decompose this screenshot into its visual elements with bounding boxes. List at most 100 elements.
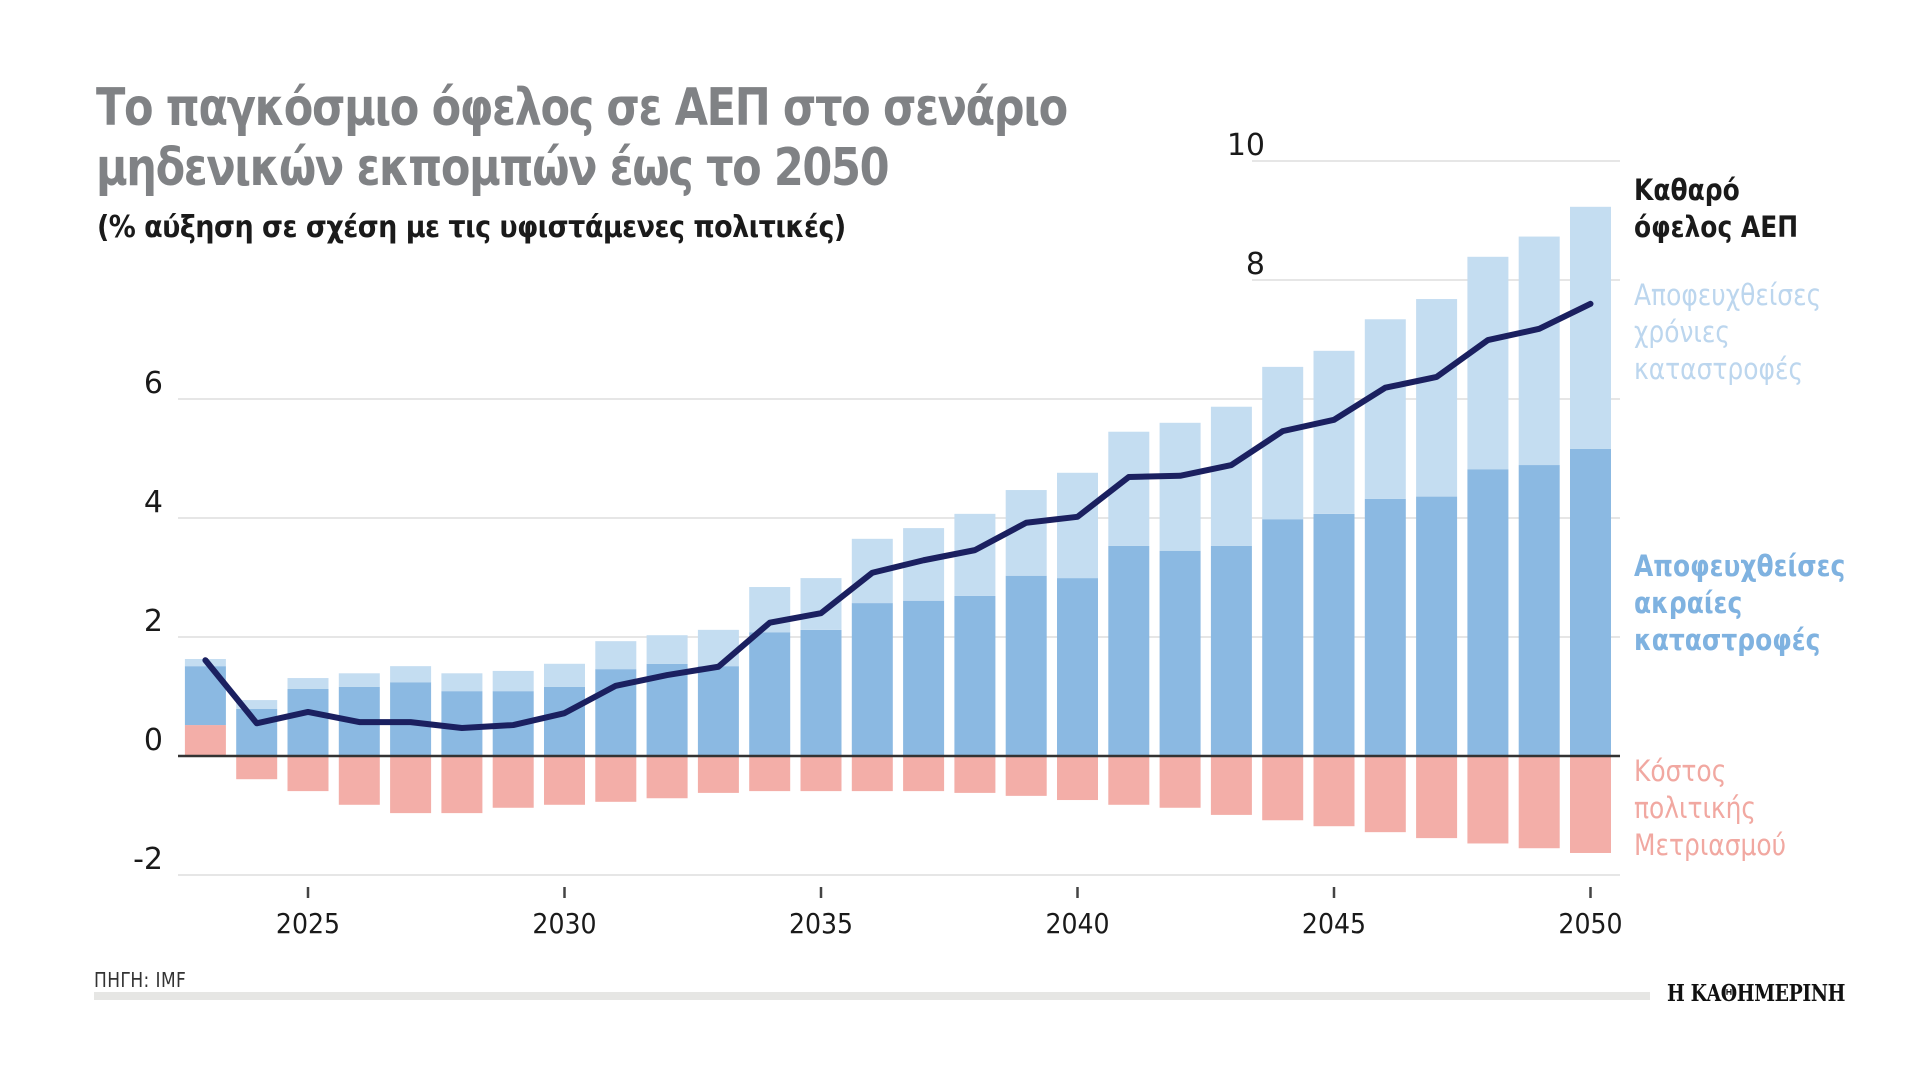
y-tick-label-0: 0 [144,723,163,758]
bars [184,206,1611,853]
bar-extreme-2048 [1467,469,1509,756]
bar-extreme-2034 [749,632,791,756]
bar-extreme-2043 [1210,545,1252,756]
legend-cost-line2: πολιτικής [1634,791,1757,825]
bar-chronic-2024 [236,700,278,709]
bar-cost-2049 [1518,756,1560,849]
legend-extreme-line1: Αποφευχθείσες [1634,549,1846,583]
x-tick-label-2030: 2030 [532,908,596,941]
bar-cost-2025 [287,756,329,792]
bar-extreme-2038 [954,595,996,756]
bar-cost-2034 [749,756,791,792]
bar-cost-2033 [697,756,739,793]
bar-cost-2039 [1005,756,1047,796]
y-tick-label--2: -2 [133,842,163,877]
x-tick-label-2025: 2025 [276,908,340,941]
bar-extreme-2035 [800,629,842,756]
bar-chronic-2042 [1159,422,1201,551]
bar-cost-2048 [1467,756,1509,844]
bar-chronic-2048 [1467,256,1509,470]
bar-chronic-2027 [390,666,432,683]
x-tick-label-2035: 2035 [789,908,853,941]
bar-extreme-2030 [544,686,585,756]
legend-avoided-chronic-damages: Αποφευχθείσες χρόνιες καταστροφές [1634,277,1821,388]
bar-extreme-2047 [1416,496,1458,756]
bar-chronic-2043 [1210,406,1252,546]
bar-cost-2027 [390,756,432,814]
source-note: ΠΗΓΗ: IMF [94,968,187,992]
bar-extreme-2044 [1262,519,1304,756]
bar-extreme-2046 [1364,498,1406,756]
bar-cost-2043 [1210,756,1252,815]
legend-chronic-line2: χρόνιες [1634,315,1730,349]
bar-cost-2045 [1313,756,1355,827]
legend-chronic-line1: Αποφευχθείσες [1634,278,1822,312]
bar-chronic-2032 [646,635,688,664]
bar-extreme-2025 [287,688,329,756]
x-tick-label-2050: 2050 [1558,908,1622,941]
chart-title-line2: μηδενικών εκπομπών έως το 2050 [96,138,890,198]
chart-title-line1: Το παγκόσμιο όφελος σε ΑΕΠ στο σενάριο [96,78,1068,138]
publisher-logo: Η ΚΑΘΗΜΕΡΙΝΗ [1667,980,1846,1007]
bar-cost-2044 [1262,756,1304,821]
legend-cost-line3: Μετριασμού [1634,828,1787,862]
bar-chronic-2047 [1416,299,1458,497]
bar-cost-2024 [236,756,278,780]
bar-cost-2046 [1364,756,1406,833]
y-tick-label-4: 4 [144,485,163,520]
bar-cost-2026 [338,756,380,805]
bar-chronic-2031 [595,641,637,670]
footer-divider [94,992,1650,1000]
bar-extreme-2036 [851,603,893,756]
bar-chronic-2026 [338,673,380,687]
legend-chronic-line3: καταστροφές [1634,352,1804,386]
legend-cost-line1: Κόστος [1634,754,1727,788]
legend-net-line2: όφελος ΑΕΠ [1634,210,1799,244]
bar-cost-2036 [851,756,893,792]
bar-cost-2030 [544,756,585,805]
legend-extreme-line2: ακραίες [1634,586,1743,620]
y-axis-labels: -2 0 2 4 6 8 10 [133,128,1265,877]
net-line-group [202,300,1594,732]
legend-mitigation-cost: Κόστος πολιτικής Μετριασμού [1634,753,1786,864]
bar-extreme-2042 [1159,550,1201,756]
bar-extreme-2024 [236,708,278,756]
y-tick-label-2: 2 [144,604,163,639]
x-tick-label-2040: 2040 [1045,908,1109,941]
legend-extreme-line3: καταστροφές [1634,623,1821,657]
bar-cost-2028 [441,756,483,814]
legend-net-gdp-benefit: Καθαρό όφελος ΑΕΠ [1634,172,1798,246]
bar-extreme-2049 [1518,465,1560,756]
bar-extreme-2041 [1108,545,1150,756]
y-tick-label-8: 8 [1246,247,1265,282]
bar-chronic-2045 [1313,350,1355,514]
bar-extreme-2037 [903,600,945,756]
bar-cost-2023 [184,725,226,756]
bar-chronic-2029 [492,670,534,692]
bar-chronic-2040 [1057,472,1098,579]
bar-cost-2035 [800,756,842,792]
bar-chronic-2030 [544,663,585,687]
net-benefit-line [202,300,1594,732]
bar-chronic-2028 [441,673,483,692]
chart-subtitle: (% αύξηση σε σχέση με τις υφιστάμενες πο… [97,210,846,245]
bar-chronic-2033 [697,629,739,667]
bar-chronic-2046 [1364,319,1406,499]
bar-cost-2040 [1057,756,1098,801]
bar-extreme-2039 [1005,575,1047,756]
bar-cost-2050 [1570,756,1611,853]
bar-extreme-2033 [697,666,739,756]
bar-extreme-2040 [1057,578,1098,756]
x-tick-label-2045: 2045 [1302,908,1366,941]
bar-cost-2037 [903,756,945,792]
bar-cost-2029 [492,756,534,808]
bar-extreme-2050 [1570,448,1611,756]
bar-chronic-2050 [1570,206,1611,449]
bar-cost-2041 [1108,756,1150,805]
bar-cost-2032 [646,756,688,799]
bar-cost-2042 [1159,756,1201,808]
bar-extreme-2045 [1313,513,1355,756]
bar-chronic-2025 [287,678,329,689]
legend-net-line1: Καθαρό [1634,173,1740,207]
